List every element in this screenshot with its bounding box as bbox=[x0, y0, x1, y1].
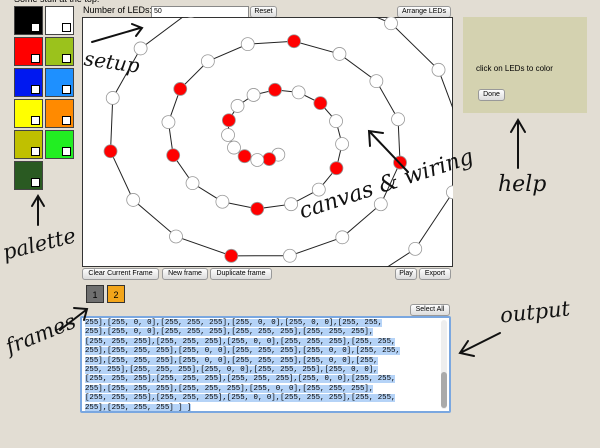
output-text: 255],[255, 0, 0],[255, 255, 255],[255, 0… bbox=[85, 319, 440, 412]
led[interactable] bbox=[221, 113, 236, 128]
led[interactable] bbox=[103, 144, 118, 159]
output-line-text: [255, 255, 255],[255, 255, 255],[255, 25… bbox=[85, 375, 396, 384]
output-line: 255],[255, 255, 255] ] ] bbox=[85, 403, 440, 412]
output-line-text: 255],[255, 255, 255],[255, 0, 0],[255, 2… bbox=[85, 347, 400, 356]
export-button[interactable]: Export bbox=[419, 268, 451, 280]
frame-tab[interactable]: 2 bbox=[107, 285, 125, 303]
frame-tab[interactable]: 1 bbox=[86, 285, 104, 303]
swatch[interactable] bbox=[45, 130, 74, 159]
led[interactable] bbox=[369, 74, 384, 89]
led[interactable] bbox=[237, 149, 252, 164]
led[interactable] bbox=[200, 54, 215, 69]
swatch[interactable] bbox=[45, 68, 74, 97]
annotation: help bbox=[498, 172, 547, 197]
swatch[interactable] bbox=[14, 130, 43, 159]
swatch[interactable] bbox=[14, 68, 43, 97]
led[interactable] bbox=[240, 37, 255, 52]
annotation: palette bbox=[0, 223, 79, 265]
output-line: [255, 255, 255],[255, 255, 255],[255, 25… bbox=[85, 375, 440, 384]
select-all-button[interactable]: Select All bbox=[410, 304, 450, 316]
led[interactable] bbox=[224, 248, 239, 263]
led[interactable] bbox=[373, 197, 388, 212]
output-line-text: [255, 255, 255],[255, 255, 255],[255, 0,… bbox=[85, 394, 396, 403]
led[interactable] bbox=[431, 62, 446, 77]
led[interactable] bbox=[105, 91, 120, 105]
led[interactable] bbox=[329, 114, 343, 129]
annotation: output bbox=[498, 296, 572, 328]
header-text: Some stuff at the top: bbox=[14, 0, 99, 4]
arrow bbox=[458, 332, 501, 357]
led[interactable] bbox=[391, 112, 405, 127]
led[interactable] bbox=[291, 85, 306, 100]
swatch[interactable] bbox=[14, 161, 43, 190]
output-line: 255],[255, 255, 255],[255, 0, 0],[255, 2… bbox=[85, 347, 440, 356]
led[interactable] bbox=[287, 34, 301, 49]
led[interactable] bbox=[250, 201, 265, 216]
swatch[interactable] bbox=[45, 6, 74, 35]
led[interactable] bbox=[246, 88, 261, 102]
output-line: 255],[255, 0, 0],[255, 255, 255],[255, 0… bbox=[85, 319, 440, 328]
led[interactable] bbox=[185, 176, 200, 191]
output-line: 255],[255, 255, 255],[255, 255, 255],[25… bbox=[85, 384, 440, 394]
led[interactable] bbox=[126, 193, 141, 207]
output-line: 255],[255, 255, 255],[255, 0, 0],[255, 2… bbox=[85, 356, 440, 366]
led[interactable] bbox=[313, 96, 328, 111]
help-panel: click on LEDs to color Done bbox=[463, 17, 587, 113]
led[interactable] bbox=[384, 17, 398, 31]
output-line-text: 255],[255, 0, 0],[255, 255, 255],[255, 2… bbox=[85, 328, 374, 337]
led[interactable] bbox=[173, 82, 188, 96]
led[interactable] bbox=[166, 148, 181, 163]
output-line: [255, 255, 255],[255, 255, 255],[255, 0,… bbox=[85, 394, 440, 403]
led[interactable] bbox=[262, 152, 277, 167]
led-count-label: Number of LEDs: bbox=[83, 5, 153, 15]
led[interactable] bbox=[221, 128, 235, 142]
output-line-text: [255, 255, 255],[255, 255, 255],[255, 0,… bbox=[85, 337, 396, 346]
led[interactable] bbox=[284, 197, 299, 212]
swatch[interactable] bbox=[14, 37, 43, 66]
output-line: [255, 255, 255],[255, 255, 255],[255, 0,… bbox=[85, 337, 440, 347]
led[interactable] bbox=[230, 99, 245, 113]
led[interactable] bbox=[227, 140, 241, 155]
arrow bbox=[31, 194, 45, 226]
led[interactable] bbox=[169, 229, 183, 244]
output-line-text: 255, 255],[255, 255, 255],[255, 0, 0],[2… bbox=[85, 366, 378, 375]
help-text: click on LEDs to color bbox=[476, 64, 553, 73]
led[interactable] bbox=[408, 241, 423, 256]
output-line-text: 255],[255, 255, 255],[255, 0, 0],[255, 2… bbox=[85, 356, 378, 365]
led[interactable] bbox=[335, 230, 350, 245]
swatch[interactable] bbox=[14, 6, 43, 35]
annotation: frames bbox=[2, 309, 80, 359]
led[interactable] bbox=[446, 185, 453, 200]
done-button[interactable]: Done bbox=[478, 89, 505, 101]
led[interactable] bbox=[215, 194, 230, 209]
led[interactable] bbox=[161, 115, 176, 130]
output-line: 255],[255, 0, 0],[255, 255, 255],[255, 2… bbox=[85, 328, 440, 337]
led[interactable] bbox=[250, 153, 265, 167]
led[interactable] bbox=[332, 47, 347, 61]
led[interactable] bbox=[335, 137, 349, 151]
output-line-text: 255],[255, 0, 0],[255, 255, 255],[255, 0… bbox=[85, 319, 383, 327]
play-button[interactable]: Play bbox=[395, 268, 417, 280]
output-line: 255, 255],[255, 255, 255],[255, 0, 0],[2… bbox=[85, 366, 440, 375]
clear-frame-button[interactable]: Clear Current Frame bbox=[82, 268, 159, 280]
new-frame-button[interactable]: New frame bbox=[162, 268, 208, 280]
scrollbar bbox=[441, 320, 447, 409]
swatch[interactable] bbox=[14, 99, 43, 128]
led[interactable] bbox=[329, 161, 344, 176]
swatch[interactable] bbox=[45, 37, 74, 66]
arrow bbox=[510, 118, 526, 169]
duplicate-frame-button[interactable]: Duplicate frame bbox=[210, 268, 272, 280]
swatch[interactable] bbox=[45, 99, 74, 128]
led[interactable] bbox=[311, 182, 326, 197]
output-line-text: 255],[255, 255, 255] ] ] bbox=[85, 403, 192, 412]
output-textarea[interactable]: 255],[255, 0, 0],[255, 255, 255],[255, 0… bbox=[80, 316, 451, 413]
output-line-text: 255],[255, 255, 255],[255, 255, 255],[25… bbox=[85, 384, 374, 393]
led[interactable] bbox=[268, 82, 282, 97]
led[interactable] bbox=[282, 248, 297, 263]
